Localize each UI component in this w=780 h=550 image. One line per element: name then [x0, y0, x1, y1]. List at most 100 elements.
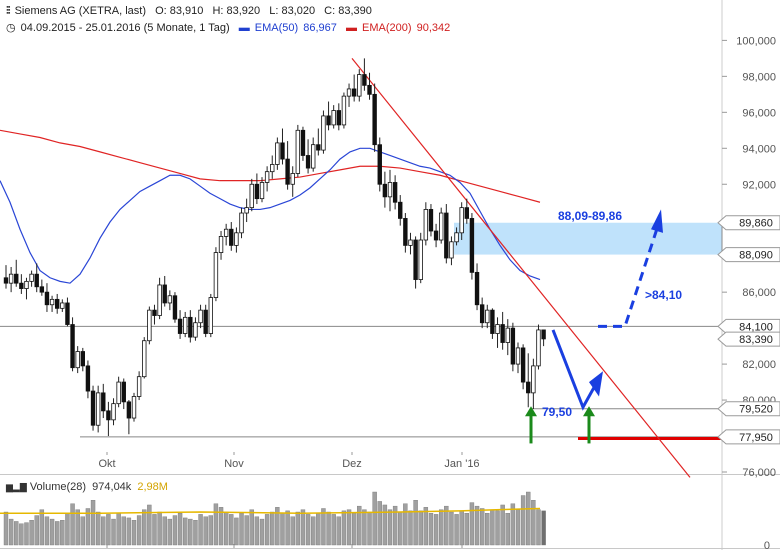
price-label-box	[717, 429, 780, 445]
candle-down	[474, 271, 480, 306]
candle-up	[290, 173, 295, 185]
volume-bar	[275, 507, 280, 546]
volume-bar	[8, 518, 14, 546]
volume-bar	[285, 510, 290, 546]
candle-up	[116, 381, 121, 405]
volume-bar	[490, 509, 495, 546]
volume-bar	[449, 511, 454, 546]
candle-up	[182, 316, 188, 334]
candle-down	[90, 390, 96, 426]
price-label-text: 84,100	[739, 321, 773, 333]
candle-down	[188, 316, 193, 338]
volume-bar	[382, 504, 388, 546]
volume-bar	[536, 509, 541, 546]
candle-down	[377, 144, 382, 185]
volume-bar	[351, 513, 357, 546]
price-label-text: 89,860	[739, 218, 773, 230]
volume-bar	[223, 511, 229, 546]
candle-down	[403, 218, 408, 246]
volume-bar	[234, 517, 239, 546]
volume-bar	[55, 521, 60, 546]
candle-down	[398, 201, 403, 219]
candle-down	[55, 298, 60, 309]
candle-down	[520, 347, 526, 383]
candle-up	[454, 232, 459, 243]
volume-bar	[526, 491, 531, 546]
price-label-text: 83,390	[739, 334, 773, 346]
candle-up	[198, 309, 203, 324]
volume-bar	[177, 513, 183, 546]
volume-bar	[121, 516, 126, 546]
symbol-name: Siemens AG (XETRA, last)	[14, 5, 146, 17]
candle-down	[172, 295, 178, 320]
resistance-zone	[454, 222, 722, 255]
volume-bar	[131, 520, 137, 546]
candle-down	[413, 239, 418, 280]
candle-down	[490, 309, 495, 334]
volume-bar	[152, 514, 157, 546]
volume-bar	[80, 516, 86, 546]
volume-bar	[392, 505, 398, 546]
candle-down	[469, 218, 475, 273]
price-label-box	[717, 401, 780, 417]
candle-up	[208, 297, 213, 334]
candle-up	[157, 284, 162, 316]
candle-up	[167, 295, 173, 304]
candle-down	[433, 230, 439, 241]
ema50-value: 86,967	[303, 22, 337, 34]
candle-down	[229, 228, 234, 246]
annotation-layer	[525, 209, 663, 444]
candle-down	[3, 277, 9, 284]
volume-bar	[90, 500, 96, 546]
y-tick-label: 76,000	[742, 467, 776, 479]
candle-up	[8, 273, 14, 284]
candle-down	[121, 381, 126, 403]
volume-bar	[515, 509, 521, 546]
candle-down	[152, 309, 157, 316]
candle-up	[387, 182, 393, 198]
volume-bar	[49, 518, 55, 546]
candle-down	[106, 410, 111, 421]
chart-header-line2: ◷ 04.09.2015 - 25.01.2016 (5 Monate, 1 T…	[6, 21, 452, 34]
candle-down	[203, 309, 208, 334]
ema200-value: 90,342	[416, 22, 451, 34]
y-tick-label: 94,000	[742, 143, 776, 155]
target-label: >84,10	[645, 288, 682, 302]
volume-bar	[39, 509, 45, 546]
candle-down	[300, 129, 306, 156]
volume-bar	[280, 513, 285, 546]
volume-bar	[495, 510, 500, 546]
candle-down	[280, 142, 285, 160]
candlesticks	[3, 58, 546, 437]
ema200-line-layer	[0, 129, 541, 203]
y-tick-label: 96,000	[742, 107, 776, 119]
candle-up	[259, 182, 265, 200]
candle-down	[479, 304, 485, 324]
volume-bar	[126, 517, 132, 546]
volume-bar	[428, 513, 434, 546]
volume-bar	[29, 520, 34, 546]
downtrend-line	[351, 57, 691, 478]
volume-bar	[362, 509, 367, 546]
volume-bar	[70, 503, 75, 546]
volume-bar	[500, 504, 505, 546]
volume-bar	[459, 510, 464, 546]
ema200-label: EMA(200)	[362, 22, 412, 34]
candle-up	[24, 280, 29, 289]
x-tick-label: Jan '16	[444, 458, 479, 470]
candle-up	[438, 212, 444, 241]
volume-bar	[423, 507, 429, 546]
volume-bar	[433, 514, 439, 546]
price-label-box	[717, 215, 780, 231]
candle-down	[39, 286, 45, 293]
volume-bar	[244, 515, 249, 546]
volume-bar	[101, 516, 106, 546]
volume-bar	[290, 516, 295, 546]
candle-down	[126, 401, 132, 419]
candle-down	[285, 158, 290, 185]
volume-bar	[464, 513, 469, 546]
chart-header-line1: ⫶⫶ Siemens AG (XETRA, last) O: 83,910 H:…	[6, 5, 374, 18]
candle-up	[136, 376, 142, 397]
candle-up	[459, 207, 464, 234]
